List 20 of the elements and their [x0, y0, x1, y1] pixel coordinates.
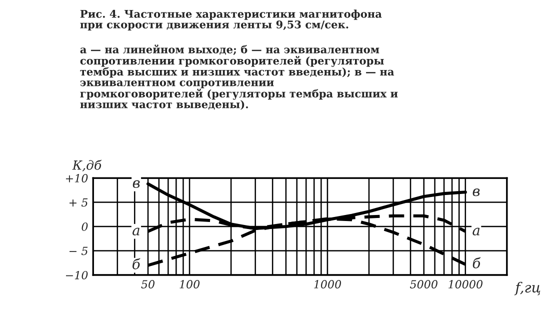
text: а — на линейном выходе; б — на эквивалентном сопротивлении громкоговорителей (регуляторы тембра высших и низших частот введены); в — на эквивалентном сопротивлении громкоговорителей (регуляторы тембра высших и низших частот выведены). [80, 44, 398, 110]
chart-title: Рис. 4. Частотные характеристики магнитофона при скорости движения ленты 9,53 см/сек. [80, 10, 382, 30]
x-tick-label: 5000 [410, 280, 438, 288]
y-tick-label: 0 [82, 222, 88, 231]
y-tick-label: +10 [66, 174, 88, 182]
series-label: а [472, 228, 480, 236]
y-tick-label: −10 [66, 270, 88, 280]
y-axis-title: К,дб [72, 160, 102, 172]
x-tick-label: 50 [141, 280, 155, 288]
series-label: в [472, 188, 480, 196]
text: а [132, 228, 140, 236]
text: б [132, 258, 140, 270]
series-label: б [472, 257, 481, 268]
x-tick-label: 100 [180, 280, 200, 288]
x-axis-title: f,гц [514, 282, 540, 296]
x-tick-label: 1000 [314, 280, 342, 288]
x-tick-label: 10000 [448, 280, 482, 288]
y-tick-label: + 5 [70, 198, 88, 207]
text: в [132, 180, 140, 188]
y-tick-label: − 5 [70, 246, 88, 256]
